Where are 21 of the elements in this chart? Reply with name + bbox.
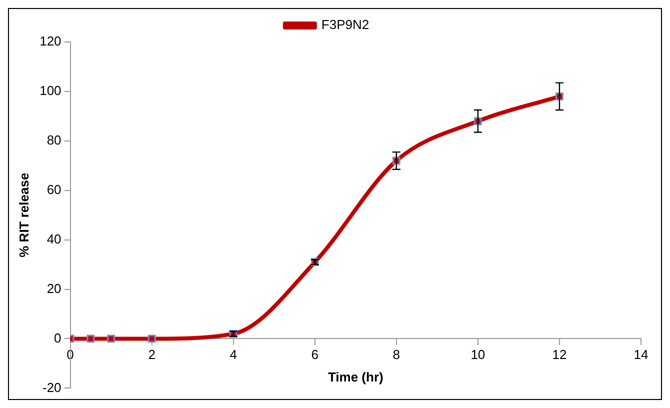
y-tick-label: 60 xyxy=(46,182,62,197)
x-tick-label: 10 xyxy=(470,347,486,362)
y-axis-title: % RIT release xyxy=(16,172,32,258)
y-tick-label: 40 xyxy=(46,231,62,246)
y-tick-label: 80 xyxy=(46,132,62,148)
y-tick-label: 120 xyxy=(40,34,62,49)
x-tick-label: 8 xyxy=(392,347,400,362)
y-tick-label: 0 xyxy=(54,330,62,346)
x-tick-label: 2 xyxy=(148,347,156,362)
x-tick-label: 12 xyxy=(552,347,567,362)
x-tick-label: 6 xyxy=(311,347,318,362)
x-tick-label: 4 xyxy=(230,347,237,362)
legend-label: F3P9N2 xyxy=(321,17,370,32)
y-tick-label: 100 xyxy=(40,83,62,98)
x-tick-label: 14 xyxy=(634,347,648,362)
point xyxy=(148,334,156,343)
point xyxy=(86,334,95,343)
y-tick-label: -20 xyxy=(42,380,62,395)
point xyxy=(107,334,115,343)
y-tick-label: 20 xyxy=(46,280,62,296)
x-axis-title: Time (hr) xyxy=(328,370,384,385)
